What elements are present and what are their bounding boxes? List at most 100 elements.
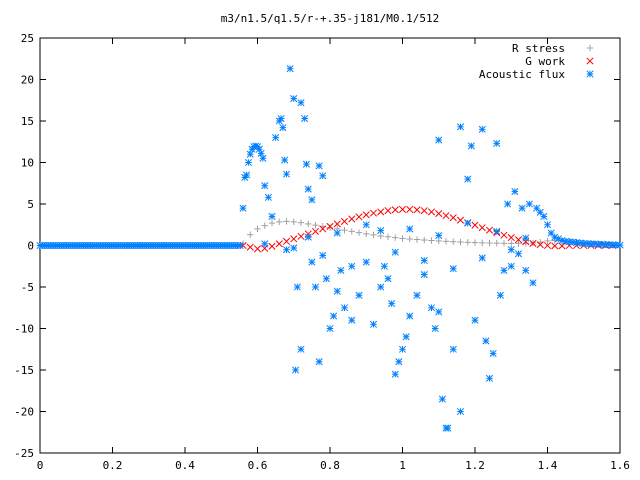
data-point — [297, 345, 305, 353]
data-point — [427, 208, 436, 216]
data-point — [330, 312, 338, 320]
data-point — [297, 219, 305, 226]
x-axis: 0 0.2 0.4 0.6 0.8 1 1.2 1.4 1.6 — [37, 38, 630, 472]
data-point — [420, 207, 428, 215]
data-point — [420, 256, 428, 264]
y-tick-label: -15 — [14, 364, 34, 377]
data-point — [261, 240, 269, 248]
data-point — [377, 232, 384, 240]
data-point — [515, 240, 522, 247]
data-point — [301, 114, 309, 123]
data-point — [319, 172, 327, 180]
data-point — [304, 230, 312, 238]
y-tick-label: 15 — [21, 115, 34, 128]
data-point — [609, 241, 617, 249]
data-point — [450, 238, 457, 245]
data-point — [504, 200, 512, 208]
data-point — [326, 224, 334, 231]
y-tick-label: -5 — [21, 281, 34, 294]
x-tick-label: 0 — [37, 459, 44, 472]
y-tick-label: 10 — [21, 157, 34, 170]
data-point — [304, 233, 312, 241]
data-point — [315, 358, 323, 366]
x-tick-label: 0.4 — [175, 459, 195, 472]
data-point — [275, 240, 283, 248]
data-point — [326, 222, 334, 230]
data-point — [529, 279, 537, 287]
data-point — [500, 231, 508, 239]
data-point — [341, 226, 348, 234]
data-point — [514, 250, 523, 258]
data-point — [315, 162, 323, 170]
data-point — [261, 222, 268, 229]
data-point — [522, 266, 530, 274]
data-point — [482, 337, 490, 345]
data-point — [304, 185, 312, 193]
y-tick-label: 25 — [21, 32, 34, 45]
data-point — [457, 238, 464, 246]
data-point — [435, 308, 443, 316]
data-point — [471, 221, 479, 229]
data-point — [348, 228, 355, 235]
data-point — [486, 239, 493, 247]
data-point — [536, 241, 544, 249]
data-point — [493, 139, 501, 147]
data-point — [282, 246, 291, 254]
data-point — [456, 216, 465, 224]
data-point — [406, 312, 414, 320]
data-point — [529, 239, 537, 247]
legend-marker — [586, 70, 594, 78]
data-point — [247, 231, 254, 238]
data-point — [268, 242, 276, 250]
data-point — [478, 254, 486, 262]
data-point — [496, 291, 504, 299]
data-point — [399, 235, 406, 242]
data-point — [363, 230, 370, 238]
data-point — [333, 229, 341, 237]
data-point — [449, 214, 457, 222]
data-point — [507, 234, 515, 242]
data-point — [540, 212, 548, 221]
data-point — [507, 246, 515, 254]
data-point — [435, 209, 443, 218]
data-point — [297, 99, 305, 107]
data-point — [395, 358, 403, 366]
data-point — [435, 136, 443, 144]
data-point — [290, 244, 298, 252]
y-axis: 25 20 15 10 5 0 -5 -10 -15 -20 -25 — [14, 32, 620, 460]
data-series — [36, 65, 624, 432]
data-point — [259, 154, 267, 162]
data-point — [377, 208, 385, 216]
data-point — [467, 142, 475, 150]
data-point — [413, 206, 421, 214]
data-point — [355, 229, 363, 236]
data-point — [355, 291, 363, 299]
data-point — [311, 227, 320, 235]
data-point — [413, 236, 421, 243]
data-point — [478, 125, 486, 133]
data-point — [616, 241, 624, 249]
data-point — [302, 160, 310, 168]
data-point — [377, 283, 385, 291]
data-point — [293, 283, 301, 291]
data-point — [500, 240, 508, 247]
data-point — [525, 200, 533, 208]
x-tick-label: 0.2 — [103, 459, 123, 472]
data-point — [392, 234, 399, 241]
data-point — [272, 134, 280, 142]
data-point — [244, 158, 252, 167]
data-point — [283, 218, 290, 225]
data-point — [239, 204, 247, 212]
data-point — [236, 241, 244, 250]
data-point — [391, 370, 399, 378]
y-tick-label: 0 — [27, 240, 34, 253]
legend-label: Acoustic flux — [479, 68, 565, 81]
data-point — [308, 258, 316, 266]
data-point — [337, 266, 345, 274]
data-point — [544, 237, 551, 245]
y-tick-label: 20 — [21, 74, 34, 87]
data-point — [326, 324, 334, 333]
data-point — [406, 225, 414, 233]
data-point — [508, 240, 515, 247]
data-point — [471, 239, 479, 246]
